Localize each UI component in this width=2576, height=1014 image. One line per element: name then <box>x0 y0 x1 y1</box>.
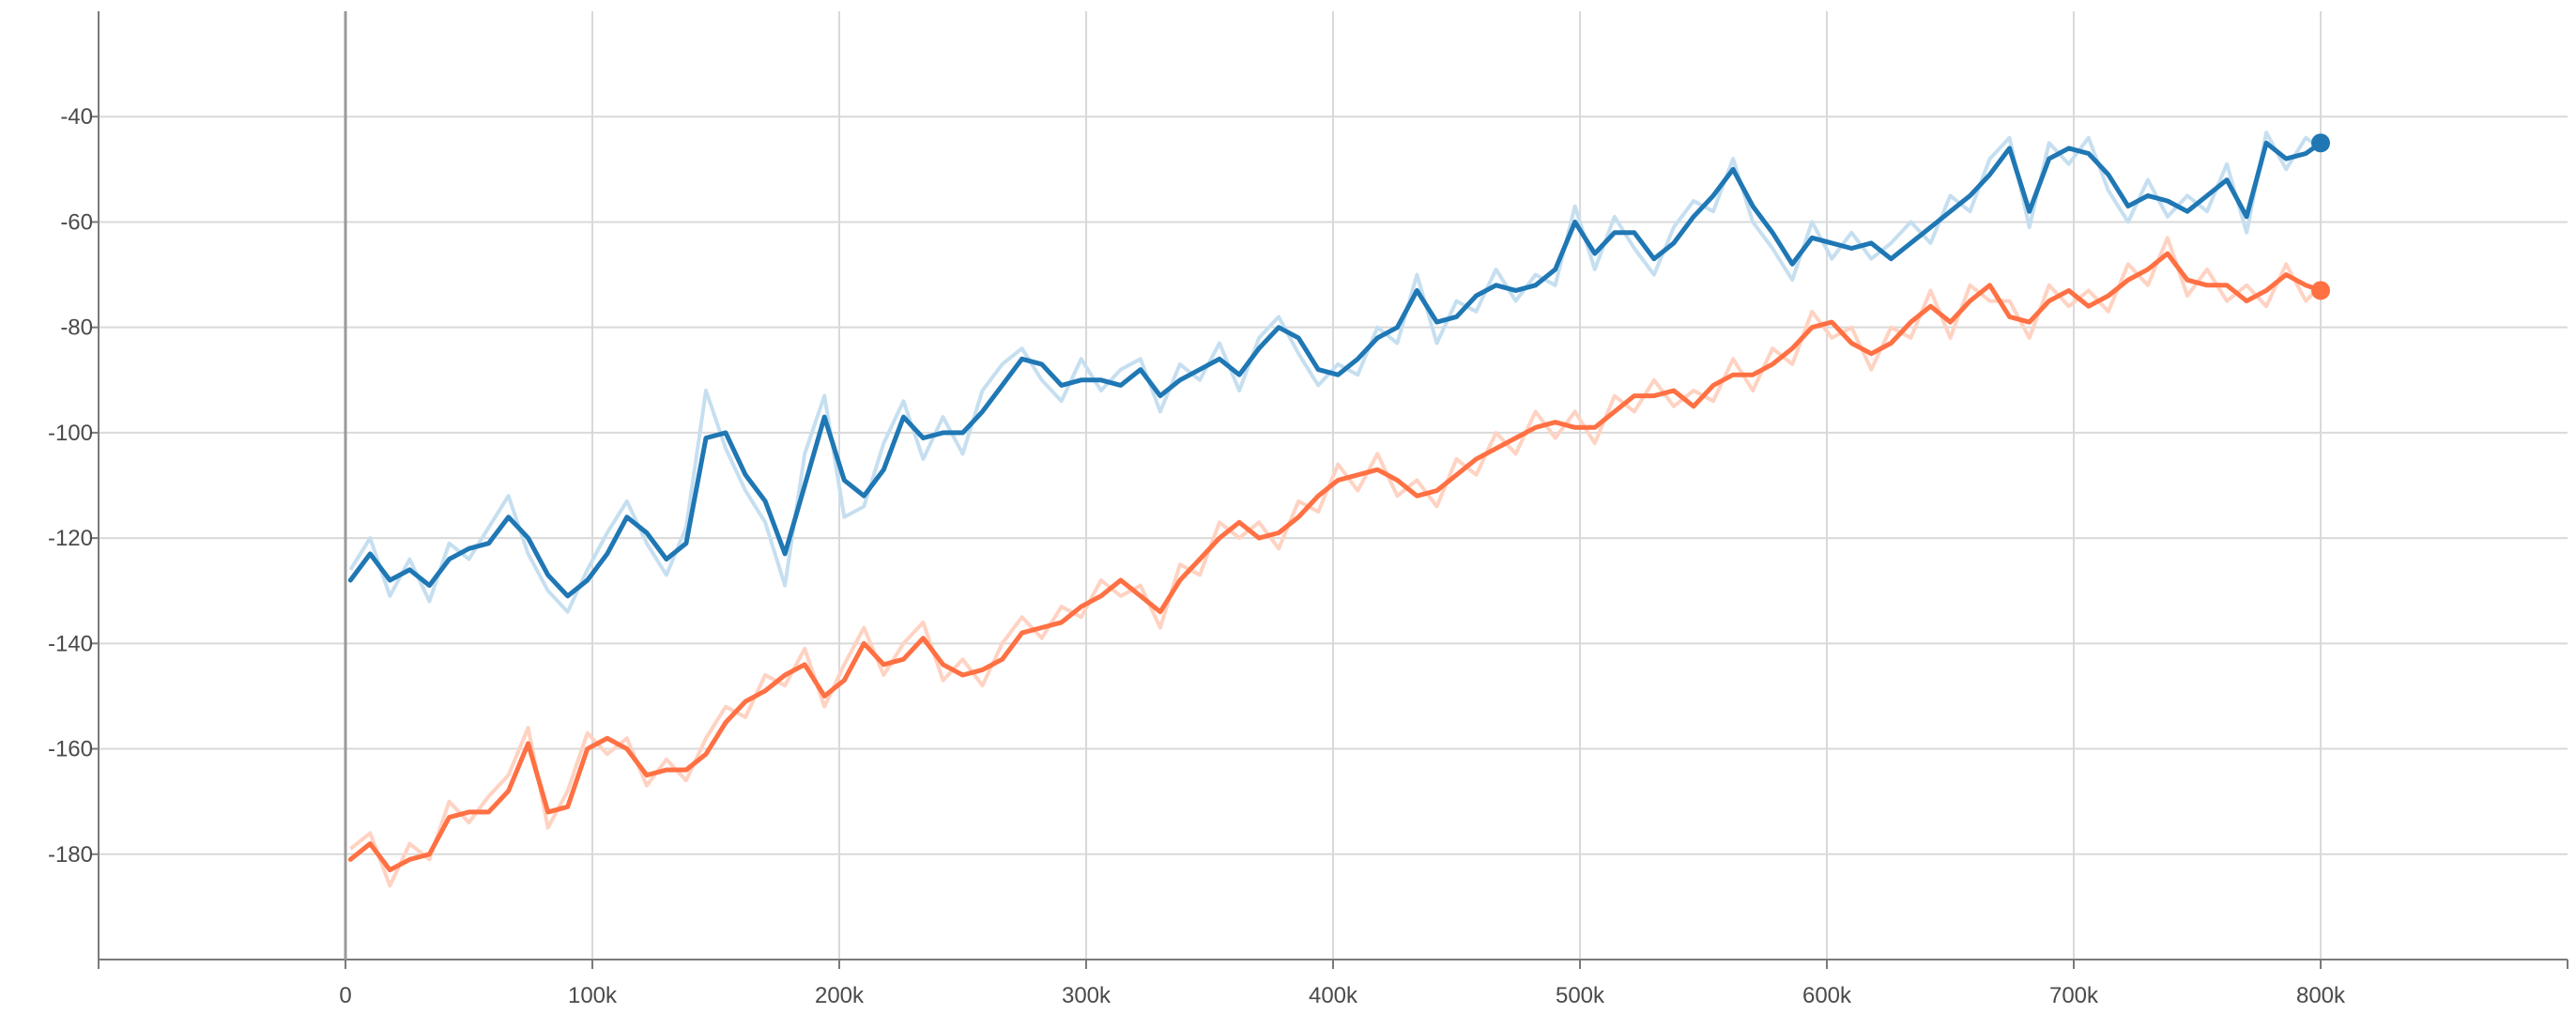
y-tick-label: -180 <box>48 842 93 868</box>
series-orange-smoothed-line <box>347 251 2323 873</box>
series-layer <box>347 131 2330 888</box>
series-orange-raw-line <box>349 236 2323 888</box>
y-tick-label: -60 <box>60 209 93 235</box>
x-tick-label: 300k <box>1062 983 1112 1008</box>
x-tick-label: 200k <box>815 983 865 1008</box>
tick-label-layer: -180 -160 -140 -120 -100 -80 -60 -40 0 100k 200k 30… <box>48 104 2346 1008</box>
series-blue-end-point <box>2311 133 2330 153</box>
y-tick-label: -140 <box>48 631 93 656</box>
series-orange <box>347 236 2330 888</box>
series-blue-raw-line <box>348 131 2323 614</box>
axis-layer <box>91 11 2568 969</box>
x-tick-label: 700k <box>2049 983 2099 1008</box>
y-tick-label: -120 <box>48 526 93 551</box>
series-blue <box>347 131 2330 614</box>
y-tick-label: -80 <box>60 315 93 341</box>
x-tick-label: 800k <box>2296 983 2346 1008</box>
y-tick-label: -100 <box>48 421 93 446</box>
grid-layer <box>99 11 2568 960</box>
x-tick-label: 600k <box>1802 983 1852 1008</box>
y-tick-label: -40 <box>60 104 93 130</box>
x-tick-label: 100k <box>568 983 618 1008</box>
y-tick-label: -160 <box>48 737 93 762</box>
x-tick-label: 500k <box>1556 983 1605 1008</box>
x-tick-label: 400k <box>1309 983 1358 1008</box>
series-blue-smoothed-line <box>347 140 2323 599</box>
series-orange-end-point <box>2311 281 2330 300</box>
x-tick-label: 0 <box>339 983 351 1008</box>
